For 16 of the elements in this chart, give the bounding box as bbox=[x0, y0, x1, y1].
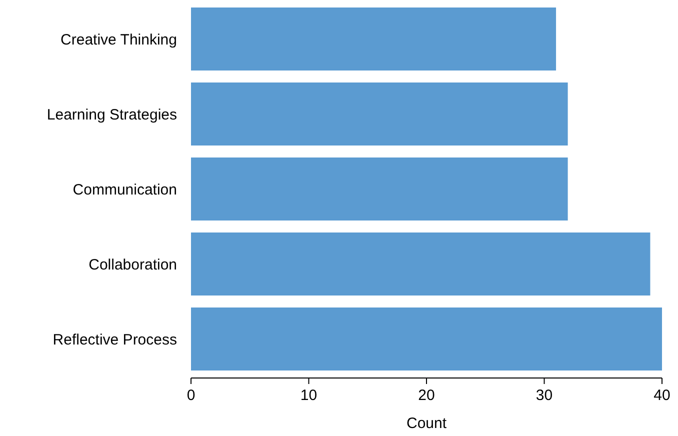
y-tick-label: Collaboration bbox=[88, 256, 177, 274]
x-tick-label: 10 bbox=[300, 387, 318, 404]
bar bbox=[191, 308, 662, 370]
x-axis-title: Count bbox=[406, 415, 448, 432]
y-tick-label: Reflective Process bbox=[52, 331, 177, 348]
y-tick-label: Communication bbox=[72, 181, 177, 198]
bar bbox=[191, 158, 568, 220]
y-tick-label: Creative Thinking bbox=[60, 31, 177, 48]
x-tick-label: 20 bbox=[418, 387, 435, 404]
bar bbox=[191, 8, 556, 70]
bar bbox=[191, 82, 568, 146]
x-tick-label: 0 bbox=[186, 387, 196, 404]
x-tick-label: 40 bbox=[654, 387, 670, 404]
x-tick-label: 30 bbox=[536, 387, 553, 404]
bar bbox=[191, 232, 650, 296]
y-tick-label: Learning Strategies bbox=[46, 106, 177, 124]
